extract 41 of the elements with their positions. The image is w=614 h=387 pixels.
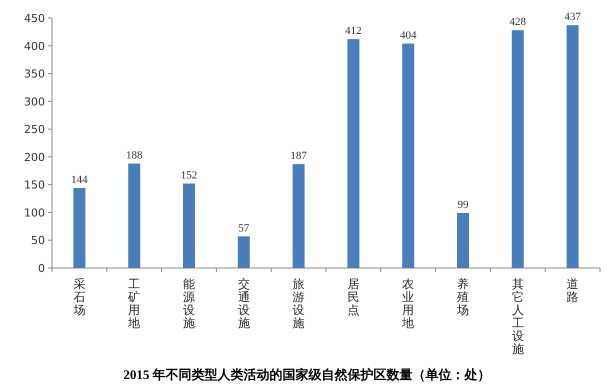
y-tick-label: 50 — [31, 234, 45, 248]
x-tick-label: 交通设施 — [238, 277, 250, 330]
bar — [347, 39, 360, 268]
bar — [128, 164, 140, 268]
bar — [183, 184, 195, 268]
data-label: 188 — [126, 150, 143, 162]
data-label: 152 — [180, 170, 198, 182]
data-label: 57 — [238, 222, 250, 234]
data-label: 428 — [510, 16, 527, 28]
x-tick-label: 能源设施 — [183, 277, 195, 330]
text: 2015 年不同类型人类活动的国家级自然保护区数量（单位：处） — [123, 367, 491, 382]
y-tick-label: 450 — [24, 12, 45, 25]
data-label: 412 — [345, 25, 362, 38]
y-tick-label: 0 — [38, 262, 45, 275]
x-tick-label: 采石场 — [72, 277, 86, 317]
data-label: 99 — [458, 199, 469, 211]
data-label: 437 — [564, 11, 582, 24]
bar — [512, 30, 524, 268]
x-tick-label: 其它人工设施 — [512, 277, 524, 356]
y-tick-label: 100 — [24, 206, 45, 220]
bar — [457, 213, 469, 268]
x-tick-label: 旅游设施 — [292, 277, 305, 330]
bar — [73, 188, 86, 268]
y-tick-label: 300 — [24, 95, 45, 108]
y-tick-label: 150 — [24, 178, 45, 192]
data-label: 404 — [400, 30, 417, 42]
y-tick-label: 250 — [24, 123, 45, 136]
x-tick-label: 居民点 — [347, 277, 360, 317]
x-tick-label: 农业用地 — [401, 277, 414, 330]
y-tick-label: 400 — [24, 40, 45, 53]
bar — [402, 44, 414, 268]
y-tick-label: 350 — [24, 68, 45, 81]
x-tick-label: 道路 — [566, 277, 579, 304]
x-tick-label: 工矿用地 — [127, 277, 140, 330]
bar — [238, 236, 250, 268]
x-tick-label: 养殖场 — [456, 277, 469, 317]
data-label: 187 — [290, 150, 308, 162]
bar — [292, 164, 305, 268]
data-label: 144 — [71, 174, 88, 186]
bar — [566, 25, 579, 268]
y-tick-label: 200 — [24, 150, 45, 164]
